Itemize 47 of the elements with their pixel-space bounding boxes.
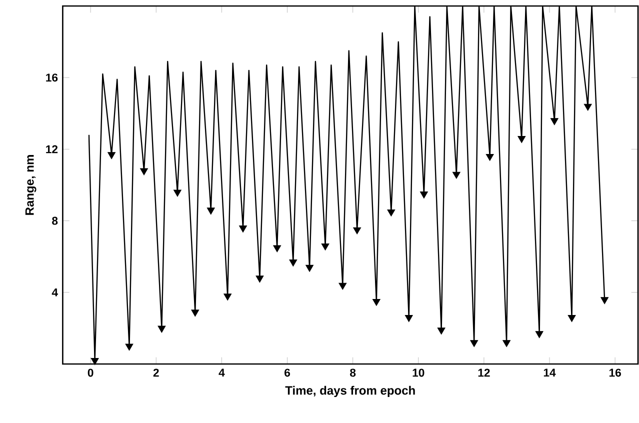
point	[108, 152, 116, 160]
point	[584, 104, 592, 111]
point	[191, 310, 200, 317]
x-tick-label: 6	[284, 368, 290, 377]
y-axis-title: Range, nm	[25, 155, 36, 215]
point	[289, 260, 298, 266]
point	[353, 227, 362, 234]
point	[452, 172, 460, 179]
point	[140, 168, 148, 176]
y-tick-label: 8	[52, 216, 58, 225]
point	[206, 208, 215, 215]
point	[372, 298, 380, 306]
point	[125, 344, 134, 351]
x-tick-label: 0	[88, 368, 94, 377]
point	[321, 243, 330, 250]
point	[239, 226, 247, 232]
y-tick-label: 16	[46, 74, 58, 82]
x-tick-label: 8	[350, 368, 356, 377]
x-tick-label: 14	[544, 368, 556, 376]
point	[306, 264, 314, 272]
point	[90, 358, 99, 365]
point	[387, 209, 396, 216]
x-tick-label: 12	[478, 368, 490, 377]
point	[173, 190, 182, 197]
x-axis-title: Time, days from epoch	[285, 386, 415, 398]
point	[224, 294, 232, 301]
x-tick-label: 10	[412, 368, 424, 377]
x-tick-label: 16	[609, 368, 621, 377]
x-tick-label: 4	[218, 368, 225, 376]
point	[437, 328, 446, 335]
point	[518, 136, 526, 143]
point	[486, 154, 494, 161]
point	[273, 245, 282, 252]
point	[338, 282, 347, 290]
point	[535, 331, 544, 338]
point	[420, 192, 428, 198]
point	[550, 118, 558, 126]
y-tick-label: 4	[52, 288, 58, 296]
point	[158, 326, 166, 333]
x-tick-label: 2	[153, 368, 159, 377]
point	[502, 340, 511, 348]
point	[404, 315, 413, 322]
point	[470, 340, 478, 348]
point	[256, 276, 264, 283]
point	[600, 297, 609, 304]
point	[568, 315, 576, 322]
y-tick-label: 12	[46, 145, 58, 154]
